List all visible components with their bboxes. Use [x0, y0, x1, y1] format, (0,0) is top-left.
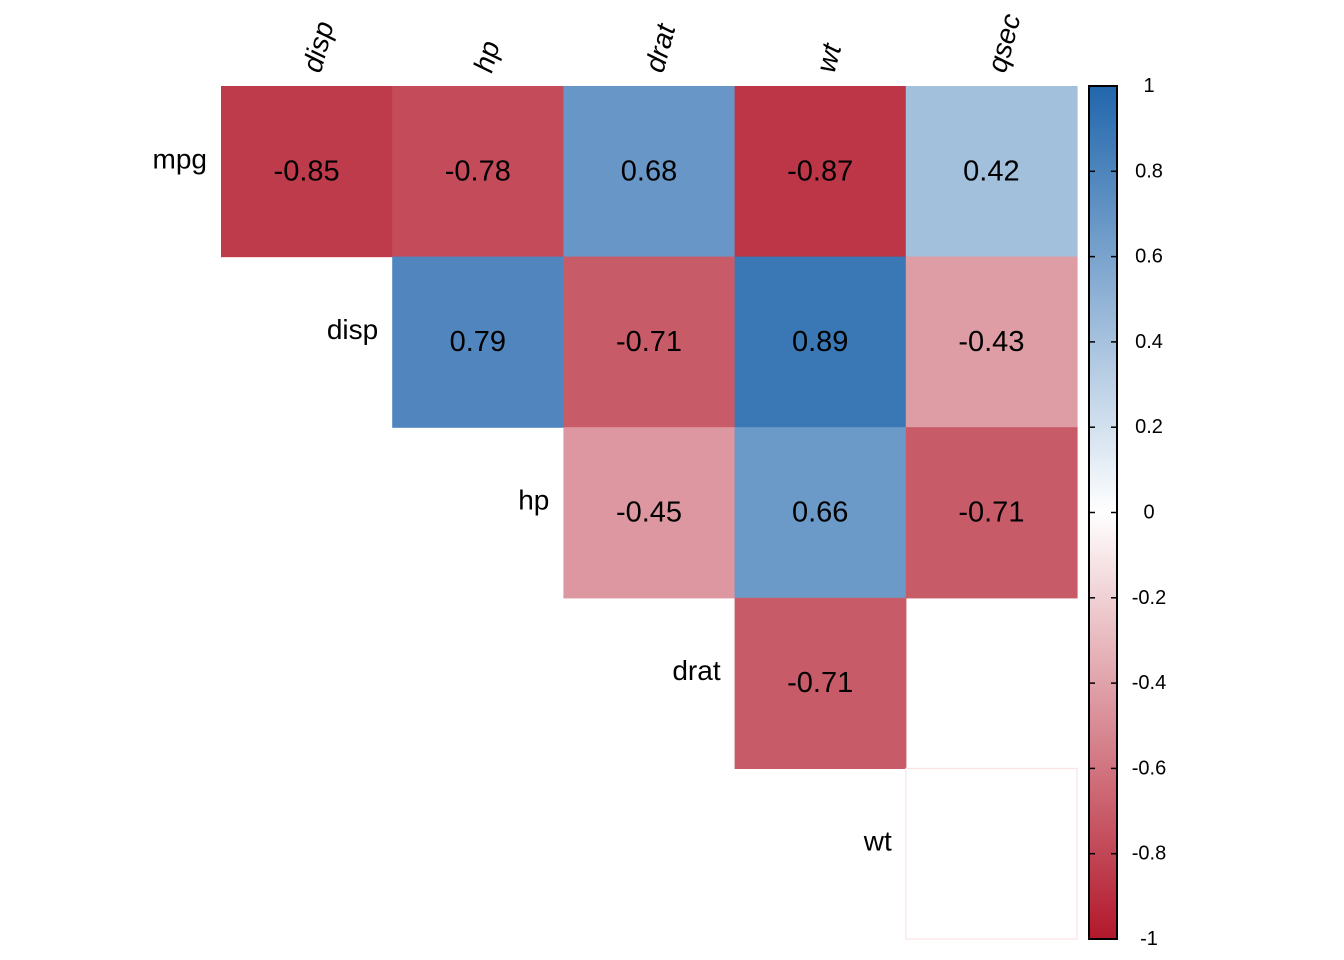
colorbar-tick-label: 0: [1143, 502, 1154, 524]
row-label-wt: wt: [863, 826, 892, 857]
row-label-hp: hp: [518, 485, 549, 516]
cell-value-label: -0.71: [787, 667, 853, 699]
cell-value-label: -0.43: [958, 326, 1024, 358]
colorbar-tick-label: -0.2: [1132, 587, 1166, 609]
cell-value-label: 0.66: [792, 497, 848, 529]
colorbar-tick-label: 0.2: [1135, 416, 1163, 438]
colorbar-tick-label: 1: [1143, 75, 1154, 97]
heatmap-cell-disp-wt: [734, 256, 907, 428]
column-label-drat: drat: [639, 20, 682, 76]
colorbar-tick-label: 0.8: [1135, 160, 1163, 182]
heatmap-cells: [221, 86, 1078, 940]
column-label-wt: wt: [810, 39, 848, 75]
cell-value-label: -0.85: [274, 155, 340, 187]
column-label-qsec: qsec: [981, 10, 1026, 75]
heatmap-cell-blank: [905, 767, 1078, 940]
cell-value-label: -0.78: [445, 155, 511, 187]
heatmap-cell-mpg-hp: [392, 86, 564, 258]
cell-value-label: -0.45: [616, 497, 682, 529]
cell-value-label: 0.68: [621, 155, 677, 187]
heatmap-cell-mpg-wt: [734, 86, 907, 258]
cell-value-label: 0.42: [963, 155, 1019, 187]
row-label-mpg: mpg: [153, 143, 207, 174]
colorbar-tick-label: -0.8: [1132, 843, 1166, 865]
column-label-hp: hp: [468, 37, 506, 75]
heatmap-cell-mpg-drat: [563, 86, 736, 258]
heatmap-cell-hp-drat: [563, 427, 736, 599]
cell-value-label: -0.71: [958, 497, 1024, 529]
colorbar-tick-label: -0.6: [1132, 757, 1166, 779]
heatmap-cell-mpg-qsec: [905, 86, 1078, 258]
colorbar: 1 0.8 0.6 0.4 0.2 0 -0.2 -0.4 -0.6 -0.8 -1: [1088, 75, 1166, 950]
colorbar-border: [1088, 85, 1118, 940]
heatmap-cell-labels: -0.85 -0.78 0.68 -0.87 0.42 0.79 -0.71 0.89 -0.4…: [274, 155, 1025, 699]
colorbar-tick-label: 0.6: [1135, 246, 1163, 268]
column-label-disp: disp: [296, 18, 339, 76]
heatmap-cell-disp-qsec: [905, 256, 1078, 428]
column-labels: disp hp drat wt qsec: [296, 10, 1026, 75]
colorbar-tick-label: 0.4: [1135, 331, 1163, 353]
heatmap-cell-hp-qsec: [905, 427, 1078, 599]
row-label-drat: drat: [672, 655, 720, 686]
heatmap-cell-disp-drat: [563, 256, 736, 428]
heatmap-cell-hp-wt: [734, 427, 907, 599]
cell-value-label: 0.79: [450, 326, 506, 358]
cell-value-label: -0.71: [616, 326, 682, 358]
cell-value-label: -0.87: [787, 155, 853, 187]
cell-value-label: 0.89: [792, 326, 848, 358]
heatmap-cell-drat-wt: [734, 597, 907, 769]
row-labels: mpg disp hp drat wt: [153, 143, 892, 856]
row-label-disp: disp: [327, 314, 378, 345]
heatmap-cell-mpg-disp: [221, 86, 393, 258]
colorbar-tick-label: -1: [1140, 928, 1158, 950]
heatmap-cell-disp-hp: [392, 256, 564, 428]
colorbar-tick-label: -0.4: [1132, 672, 1166, 694]
